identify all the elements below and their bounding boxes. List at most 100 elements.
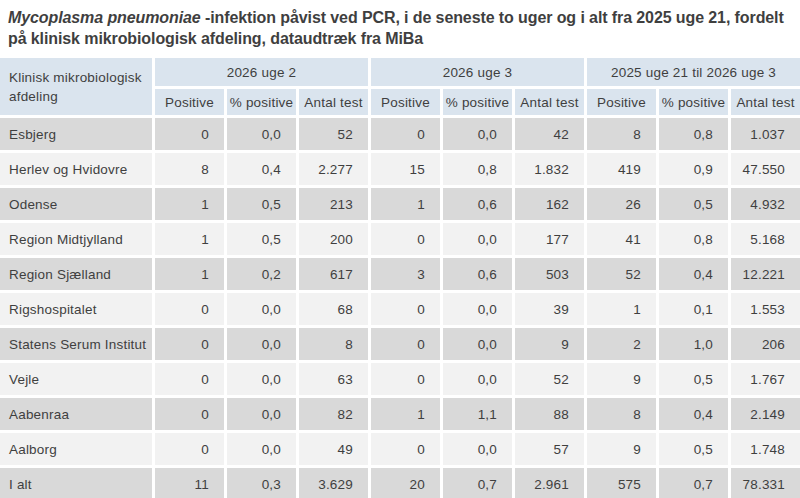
cell-value: 1: [371, 398, 440, 430]
cell-value: 575: [587, 468, 656, 498]
cell-value: 206: [731, 328, 800, 360]
cell-value: 8: [587, 398, 656, 430]
row-label: Esbjerg: [0, 118, 152, 150]
cell-value: 0,9: [659, 153, 728, 185]
cell-value: 1: [155, 188, 224, 220]
column-header-positive: Positive: [371, 89, 440, 115]
cell-value: 15: [371, 153, 440, 185]
row-label: Statens Serum Institut: [0, 328, 152, 360]
cell-value: 2: [587, 328, 656, 360]
cell-value: 0,0: [443, 223, 512, 255]
cell-value: 0,0: [227, 363, 296, 395]
row-label: Aalborg: [0, 433, 152, 465]
cell-value: 42: [515, 118, 584, 150]
row-label: Region Midtjylland: [0, 223, 152, 255]
cell-value: 162: [515, 188, 584, 220]
cell-value: 0,7: [443, 468, 512, 498]
cell-value: 1.748: [731, 433, 800, 465]
cell-value: 0,1: [659, 293, 728, 325]
cell-value: 52: [515, 363, 584, 395]
cell-value: 9: [587, 363, 656, 395]
column-header-antal-test: Antal test: [515, 89, 584, 115]
cell-value: 82: [299, 398, 368, 430]
cell-value: 1: [587, 293, 656, 325]
cell-value: 0,0: [227, 433, 296, 465]
table-row: I alt 11 0,3 3.629 20 0,7 2.961 575 0,7 …: [0, 468, 800, 498]
cell-value: 52: [587, 258, 656, 290]
table-body: Esbjerg 0 0,0 52 0 0,0 42 8 0,8 1.037 He…: [0, 118, 800, 498]
cell-value: 0,5: [659, 433, 728, 465]
row-label: Odense: [0, 188, 152, 220]
cell-value: 1: [155, 223, 224, 255]
table-row: Region Sjælland 1 0,2 617 3 0,6 503 52 0…: [0, 258, 800, 290]
cell-value: 0,5: [659, 188, 728, 220]
cell-value: 0: [371, 363, 440, 395]
cell-value: 0,0: [443, 293, 512, 325]
table-row: Aabenraa 0 0,0 82 1 1,1 88 8 0,4 2.149: [0, 398, 800, 430]
row-label: Vejle: [0, 363, 152, 395]
cell-value: 12.221: [731, 258, 800, 290]
cell-value: 1: [371, 188, 440, 220]
cell-value: 0: [371, 293, 440, 325]
cell-value: 68: [299, 293, 368, 325]
cell-value: 9: [515, 328, 584, 360]
cell-value: 0,8: [659, 223, 728, 255]
table-row: Herlev og Hvidovre 8 0,4 2.277 15 0,8 1.…: [0, 153, 800, 185]
row-label: Herlev og Hvidovre: [0, 153, 152, 185]
cell-value: 0,7: [659, 468, 728, 498]
cell-value: 0: [371, 328, 440, 360]
cell-value: 0,0: [443, 328, 512, 360]
column-group-2026-uge-3: 2026 uge 3: [371, 58, 584, 86]
row-label: Aabenraa: [0, 398, 152, 430]
cell-value: 0,5: [227, 188, 296, 220]
cell-value: 8: [587, 118, 656, 150]
header-group-row: Klinisk mikrobiologisk afdeling 2026 uge…: [0, 58, 800, 86]
cell-value: 0: [155, 433, 224, 465]
cell-value: 1.553: [731, 293, 800, 325]
column-header-positive: Positive: [155, 89, 224, 115]
row-label: Rigshospitalet: [0, 293, 152, 325]
cell-value: 1: [155, 258, 224, 290]
cell-value: 0,2: [227, 258, 296, 290]
cell-value: 2.277: [299, 153, 368, 185]
cell-value: 0: [155, 118, 224, 150]
column-header-pct-positive: % positive: [659, 89, 728, 115]
table-header: Klinisk mikrobiologisk afdeling 2026 uge…: [0, 58, 800, 115]
cell-value: 0,0: [227, 398, 296, 430]
cell-value: 0,0: [443, 118, 512, 150]
cell-value: 0,0: [227, 328, 296, 360]
cell-value: 63: [299, 363, 368, 395]
cell-value: 0,3: [227, 468, 296, 498]
column-header-antal-test: Antal test: [731, 89, 800, 115]
cell-value: 0,6: [443, 258, 512, 290]
cell-value: 0,0: [443, 363, 512, 395]
table-row: Vejle 0 0,0 63 0 0,0 52 9 0,5 1.767: [0, 363, 800, 395]
cell-value: 0: [155, 363, 224, 395]
cell-value: 0: [155, 293, 224, 325]
cell-value: 200: [299, 223, 368, 255]
cell-value: 2.149: [731, 398, 800, 430]
column-header-pct-positive: % positive: [443, 89, 512, 115]
cell-value: 11: [155, 468, 224, 498]
column-header-positive: Positive: [587, 89, 656, 115]
table-row: Esbjerg 0 0,0 52 0 0,0 42 8 0,8 1.037: [0, 118, 800, 150]
cell-value: 0: [371, 223, 440, 255]
cell-value: 0,8: [659, 118, 728, 150]
cell-value: 0,5: [227, 223, 296, 255]
table-row: Region Midtjylland 1 0,5 200 0 0,0 177 4…: [0, 223, 800, 255]
cell-value: 1,0: [659, 328, 728, 360]
cell-value: 1,1: [443, 398, 512, 430]
data-table: Klinisk mikrobiologisk afdeling 2026 uge…: [0, 58, 800, 498]
cell-value: 177: [515, 223, 584, 255]
table-row: Rigshospitalet 0 0,0 68 0 0,0 39 1 0,1 1…: [0, 293, 800, 325]
cell-value: 1.767: [731, 363, 800, 395]
cell-value: 52: [299, 118, 368, 150]
cell-value: 1.037: [731, 118, 800, 150]
cell-value: 88: [515, 398, 584, 430]
cell-value: 0,8: [443, 153, 512, 185]
cell-value: 8: [155, 153, 224, 185]
cell-value: 47.550: [731, 153, 800, 185]
cell-value: 9: [587, 433, 656, 465]
cell-value: 213: [299, 188, 368, 220]
cell-value: 0,6: [443, 188, 512, 220]
